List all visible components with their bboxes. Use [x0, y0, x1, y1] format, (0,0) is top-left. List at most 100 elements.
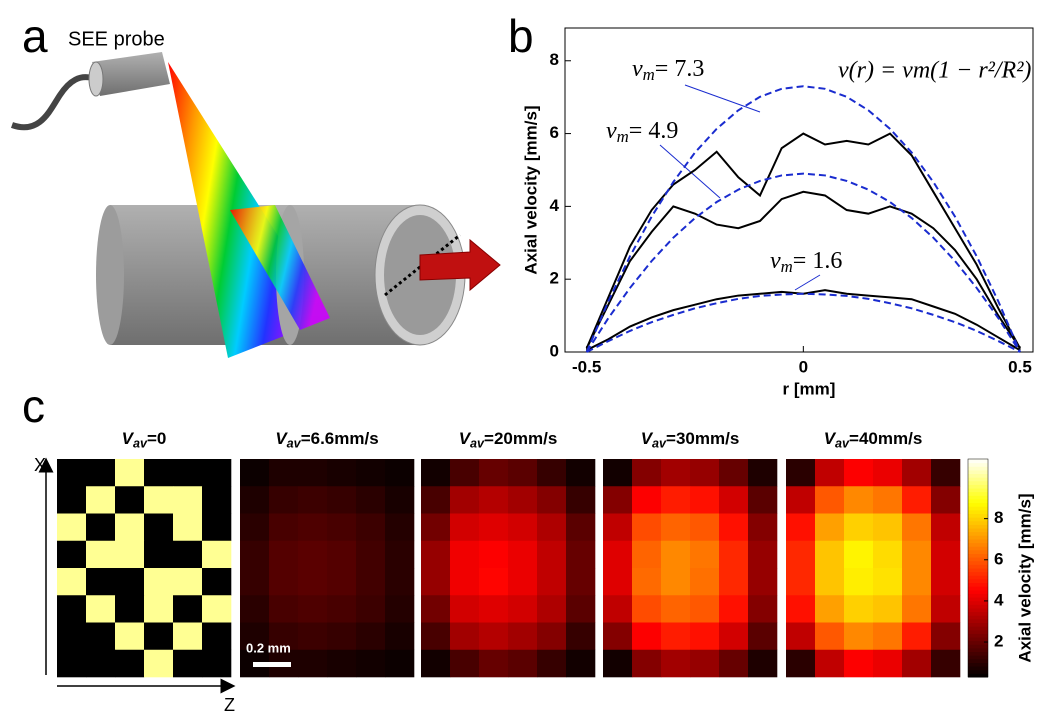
heatmap-cell	[57, 459, 87, 487]
colorbar-step	[968, 607, 988, 613]
colorbar-step	[968, 585, 988, 591]
heatmap-cell	[508, 622, 538, 651]
heatmap-cell	[385, 568, 415, 596]
heatmap-cell	[690, 595, 720, 623]
colorbar-step	[968, 502, 988, 507]
annotation: Vav=20mm/s	[459, 429, 558, 450]
heatmap-cell	[508, 568, 538, 596]
colorbar-step	[968, 545, 988, 551]
colorbar-step	[968, 465, 988, 471]
colorbar-step	[968, 600, 988, 605]
heatmap-cell	[173, 622, 203, 651]
heatmap-cell	[786, 459, 816, 487]
colorbar-step	[968, 520, 988, 525]
text: =0	[147, 429, 166, 448]
heatmap-cell	[421, 568, 451, 596]
heatmap-cell	[479, 513, 509, 542]
heatmap-cell	[479, 649, 509, 678]
annotation: vm= 7.3	[632, 56, 704, 84]
colorbar-step	[968, 574, 988, 580]
heatmap-cell	[786, 568, 816, 596]
heatmap-cell	[632, 622, 662, 651]
heatmap-cell	[537, 459, 567, 487]
scale-bar	[253, 662, 291, 667]
heatmap-cell	[450, 622, 480, 651]
heatmap-cell	[385, 649, 415, 678]
heatmap-cell	[508, 595, 538, 623]
heatmap-cell	[173, 486, 203, 514]
colorbar-step	[968, 531, 988, 536]
heatmap-cell	[508, 459, 538, 487]
heatmap-cell	[566, 540, 596, 569]
heatmap-cell	[748, 568, 778, 596]
heatmap-cell	[356, 459, 386, 487]
panel-label: a	[22, 10, 48, 62]
heatmap-cell	[815, 568, 845, 596]
heatmap-cell	[144, 568, 174, 596]
heatmap-cell	[450, 486, 480, 514]
heatmap-cell	[632, 459, 662, 487]
text: =6.6mm/s	[301, 429, 379, 448]
heatmap-cell	[450, 513, 480, 542]
heatmap-cell	[632, 649, 662, 678]
colorbar-step	[968, 498, 988, 504]
heatmap-cell	[931, 568, 961, 596]
heatmap-cell	[537, 486, 567, 514]
heatmap-cell	[298, 540, 328, 569]
heatmap-cell	[421, 649, 451, 678]
scale-bar-label: 0.2 mm	[246, 640, 291, 655]
symbol: V	[824, 429, 837, 448]
heatmap-cell	[202, 486, 232, 514]
heatmap-cell	[786, 622, 816, 651]
heatmap-cell	[298, 486, 328, 514]
heatmap-cell	[931, 513, 961, 542]
colorbar-step	[968, 589, 988, 594]
heatmap-cell	[86, 649, 116, 678]
heatmap-cell	[537, 568, 567, 596]
heatmap-cell	[240, 622, 270, 651]
heatmap-cell	[661, 568, 691, 596]
colorbar-step	[968, 622, 988, 627]
heatmap-cell	[603, 513, 633, 542]
heatmap-cell	[748, 622, 778, 651]
heatmap-cell	[902, 459, 932, 487]
series-line	[585, 132, 1021, 349]
heatmap-cell	[844, 513, 874, 542]
heatmap-cell	[566, 622, 596, 651]
heatmap-cell	[269, 513, 299, 542]
heatmap-cell	[450, 568, 480, 596]
symbol: V	[641, 429, 654, 448]
heatmap-cell	[57, 513, 87, 542]
colorbar-step	[968, 476, 988, 482]
heatmap-cell	[566, 459, 596, 487]
series-line	[586, 289, 1021, 352]
heatmap-cell	[931, 649, 961, 678]
colorbar-step	[968, 560, 988, 565]
colorbar-step	[968, 469, 988, 475]
subscript: av	[652, 437, 667, 451]
heatmap-cell	[269, 540, 299, 569]
heatmap-cell	[873, 486, 903, 514]
text: = 4.9	[629, 118, 679, 144]
heatmap-cell	[327, 568, 357, 596]
heatmap-cell	[173, 513, 203, 542]
heatmap-cell	[603, 622, 633, 651]
annotation: vm= 1.6	[770, 248, 842, 276]
heatmap-cell	[632, 568, 662, 596]
heatmap-cell	[844, 649, 874, 678]
heatmap-cell	[603, 459, 633, 487]
heatmap-cell	[786, 486, 816, 514]
heatmap-cell	[240, 595, 270, 623]
heatmap-cell	[690, 513, 720, 542]
heatmap-cell	[269, 486, 299, 514]
heatmap-cell	[327, 486, 357, 514]
heatmap-cell	[450, 459, 480, 487]
heatmap-cell	[566, 649, 596, 678]
series-line	[585, 85, 1021, 353]
heatmap-cell	[202, 568, 232, 596]
colorbar-step	[968, 480, 988, 485]
heatmap-cell	[748, 486, 778, 514]
x-tick-label: 0	[799, 357, 808, 376]
heatmap-cell	[356, 595, 386, 623]
heatmaps	[57, 459, 961, 678]
